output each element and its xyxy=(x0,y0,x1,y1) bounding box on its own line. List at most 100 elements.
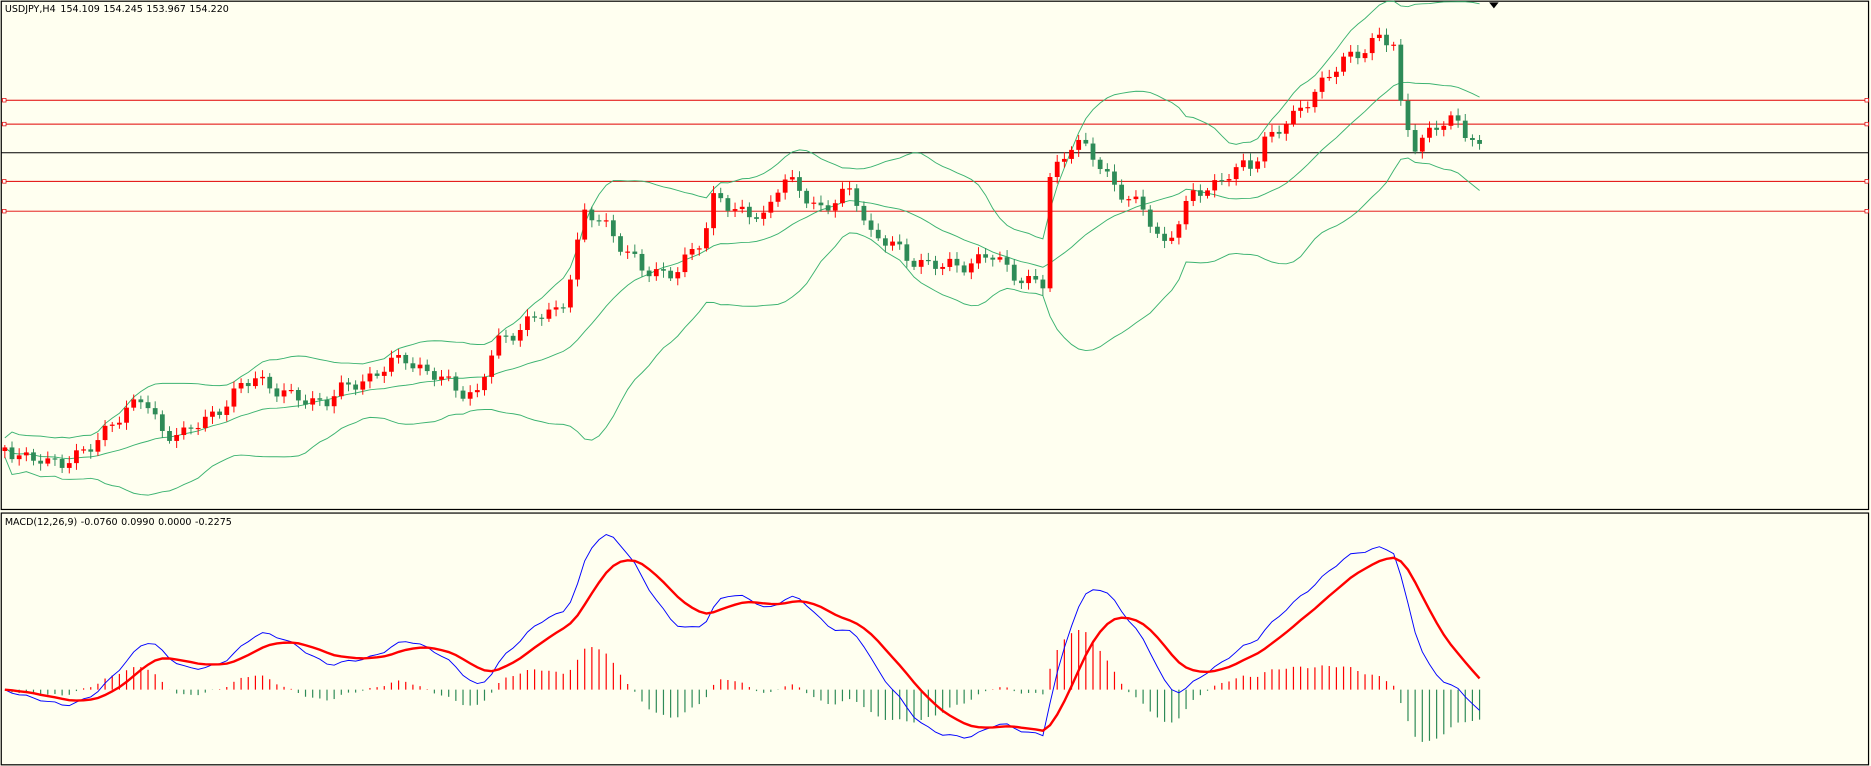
candle-body xyxy=(947,258,953,267)
candle-body xyxy=(940,266,946,269)
candle-body xyxy=(152,408,158,415)
candle-body xyxy=(1384,34,1389,46)
candle-body xyxy=(188,427,194,429)
candle-body xyxy=(338,382,344,397)
candle-body xyxy=(181,427,187,436)
candle-body xyxy=(353,384,359,390)
candle-body xyxy=(1133,196,1139,200)
candle-body xyxy=(575,239,580,280)
candle-body xyxy=(310,398,316,405)
indicator-value: 0.0990 xyxy=(121,517,154,528)
candle-body xyxy=(668,270,674,279)
candle-body xyxy=(754,217,759,219)
candle-body xyxy=(653,269,659,277)
candle-body xyxy=(1083,139,1089,144)
candle-body xyxy=(568,279,573,308)
candle-body xyxy=(1054,161,1060,178)
candle-body xyxy=(1455,115,1461,121)
candle-body xyxy=(467,392,473,399)
candle-body xyxy=(1441,125,1447,130)
candle-body xyxy=(639,253,645,271)
candle-body xyxy=(704,228,709,249)
candles xyxy=(2,27,1482,474)
candle-body xyxy=(1169,237,1175,241)
macd-histogram xyxy=(11,629,1481,742)
candle-body xyxy=(1240,160,1246,168)
candle-body xyxy=(389,357,394,372)
candle-body xyxy=(911,260,917,267)
candle-body xyxy=(1326,76,1332,79)
candle-body xyxy=(1412,130,1418,152)
candle-body xyxy=(52,458,58,460)
candle-body xyxy=(847,188,852,190)
candle-body xyxy=(1097,159,1103,170)
candle-body xyxy=(1090,143,1096,160)
candle-body xyxy=(381,371,387,376)
price: 154.245 xyxy=(103,4,142,15)
candle-body xyxy=(1348,51,1354,57)
candle-body xyxy=(195,427,201,430)
candle-body xyxy=(124,407,129,423)
candle-body xyxy=(1341,56,1346,72)
candle-body xyxy=(131,399,137,408)
candle-body xyxy=(1269,131,1275,137)
candle-body xyxy=(682,254,688,273)
candle-body xyxy=(1219,180,1225,182)
candle-body xyxy=(1355,51,1361,59)
candle-body xyxy=(875,229,881,239)
indicator-header: MACD(12,26,9) -0.0760 0.0990 0.0000 -0.2275 xyxy=(5,517,232,528)
candle-body xyxy=(2,447,8,452)
candle-body xyxy=(560,307,566,309)
level-handle xyxy=(2,98,7,103)
candle-body xyxy=(1212,180,1218,191)
candle-body xyxy=(403,354,409,364)
candle-body xyxy=(1190,190,1196,201)
candle-body xyxy=(582,209,588,240)
candle-body xyxy=(274,388,280,397)
candle-body xyxy=(460,390,466,399)
candle-body xyxy=(675,272,681,279)
candle-body xyxy=(632,251,638,254)
candle-body xyxy=(9,447,15,460)
candle-body xyxy=(16,455,22,460)
candle-body xyxy=(38,460,44,464)
chart-header: USDJPY,H4 154.109 154.245 153.967 154.220 xyxy=(5,4,229,15)
candle-body xyxy=(1040,279,1046,289)
candle-body xyxy=(589,209,595,221)
candle-body xyxy=(81,449,86,451)
candle-body xyxy=(474,390,480,393)
candle-body xyxy=(1334,71,1339,77)
candle-body xyxy=(746,206,752,218)
indicator-name: MACD(12,26,9) xyxy=(5,517,77,528)
candle-body xyxy=(88,449,94,452)
candle-body xyxy=(1405,100,1411,131)
candle-body xyxy=(224,406,230,415)
candle-body xyxy=(66,463,72,468)
candle-body xyxy=(1061,158,1067,162)
candle-body xyxy=(446,376,452,378)
candle-body xyxy=(253,378,258,387)
candle-body xyxy=(109,424,115,426)
candle-body xyxy=(661,269,666,271)
candle-body xyxy=(496,335,502,356)
candle-body xyxy=(610,220,616,237)
candle-body xyxy=(281,390,287,397)
candle-body xyxy=(1298,107,1303,111)
macd-panel xyxy=(0,512,1870,766)
candle-body xyxy=(725,198,731,211)
candle-body xyxy=(174,435,180,441)
shift-marker xyxy=(1489,2,1499,9)
level-handle xyxy=(2,121,7,127)
candle-body xyxy=(990,257,996,260)
candle-body xyxy=(324,399,330,407)
candle-body xyxy=(968,263,974,273)
candle-body xyxy=(775,192,781,202)
candle-body xyxy=(145,402,151,409)
candle-body xyxy=(854,188,860,206)
candle-body xyxy=(711,193,716,229)
candle-body xyxy=(918,259,924,267)
indicator-value: 0.0000 xyxy=(158,517,191,528)
candle-body xyxy=(503,335,509,337)
candle-body xyxy=(539,317,545,319)
candle-body xyxy=(1076,139,1082,150)
